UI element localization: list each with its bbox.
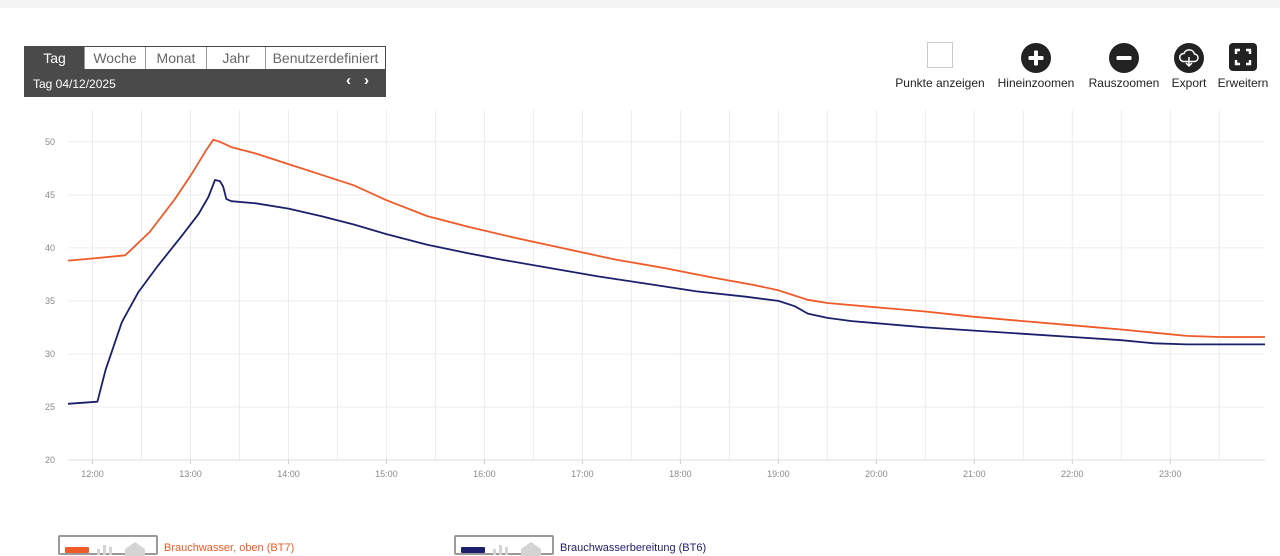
x-tick-label: 13:00 xyxy=(179,469,202,479)
series-lines xyxy=(67,138,1265,405)
legend-box-bt7[interactable] xyxy=(58,535,158,556)
prev-day-arrow-icon[interactable]: ‹ xyxy=(346,72,351,89)
plus-circle-icon[interactable] xyxy=(1020,42,1052,74)
x-tick-label: 23:00 xyxy=(1159,469,1182,479)
x-tick-label: 17:00 xyxy=(571,469,594,479)
legend-box-bt6[interactable] xyxy=(454,535,554,556)
x-tick-label: 14:00 xyxy=(277,469,300,479)
top-band xyxy=(0,0,1280,8)
series-line-1 xyxy=(67,179,1265,405)
y-tick-label: 25 xyxy=(45,402,55,412)
x-tick-label: 15:00 xyxy=(375,469,398,479)
x-tick-label: 22:00 xyxy=(1061,469,1084,479)
legend-label-bt7: Brauchwasser, oben (BT7) xyxy=(164,542,295,554)
chart-grid xyxy=(68,110,1265,461)
bar-chart-icon xyxy=(97,545,112,555)
export-label: Export xyxy=(1171,76,1207,90)
date-label: Tag 04/12/2025 xyxy=(33,77,116,91)
series-line-0 xyxy=(67,138,1265,338)
x-tick-label: 12:00 xyxy=(81,469,104,479)
show-points-label: Punkte anzeigen xyxy=(895,76,985,90)
tab-woche[interactable]: Woche xyxy=(85,47,146,69)
zoom-out-label: Rauszoomen xyxy=(1088,76,1160,90)
tab-benutzerdefiniert[interactable]: Benutzerdefiniert xyxy=(266,47,385,69)
y-tick-label: 35 xyxy=(45,296,55,306)
line-chart: 20 25 30 35 40 45 50 12:00 13:00 14:00 15:00 16:00… xyxy=(45,110,1265,479)
tab-jahr[interactable]: Jahr xyxy=(207,47,266,69)
tab-monat[interactable]: Monat xyxy=(146,47,207,69)
period-tabs: Tag Woche Monat Jahr Benutzerdefiniert xyxy=(24,46,386,70)
y-axis-ticks: 20 25 30 35 40 45 50 xyxy=(45,137,55,465)
zoom-in-label: Hineinzoomen xyxy=(997,76,1075,90)
x-tick-label: 18:00 xyxy=(669,469,692,479)
x-tick-label: 20:00 xyxy=(865,469,888,479)
y-tick-label: 45 xyxy=(45,190,55,200)
next-day-arrow-icon[interactable]: › xyxy=(364,72,369,89)
legend-swatch-bt6 xyxy=(461,547,485,553)
x-tick-label: 21:00 xyxy=(963,469,986,479)
date-bar: Tag 04/12/2025 ‹ › xyxy=(24,70,386,97)
y-tick-label: 40 xyxy=(45,243,55,253)
cloud-download-icon[interactable] xyxy=(1173,42,1205,74)
tab-tag[interactable]: Tag xyxy=(25,47,85,69)
checkbox-icon[interactable] xyxy=(927,42,953,68)
house-icon xyxy=(125,542,145,556)
expand-label: Erweitern xyxy=(1217,76,1269,90)
bar-chart-icon xyxy=(493,545,508,555)
legend-swatch-bt7 xyxy=(65,547,89,553)
y-tick-label: 30 xyxy=(45,349,55,359)
x-axis-ticks: 12:00 13:00 14:00 15:00 16:00 17:00 18:00 19:00… xyxy=(81,460,1182,479)
legend-label-bt6: Brauchwasserbereitung (BT6) xyxy=(560,542,707,554)
expand-icon[interactable] xyxy=(1228,42,1258,72)
y-tick-label: 20 xyxy=(45,455,55,465)
y-tick-label: 50 xyxy=(45,137,55,147)
x-tick-label: 16:00 xyxy=(473,469,496,479)
minus-circle-icon[interactable] xyxy=(1108,42,1140,74)
x-tick-label: 19:00 xyxy=(767,469,790,479)
house-icon xyxy=(521,542,541,556)
